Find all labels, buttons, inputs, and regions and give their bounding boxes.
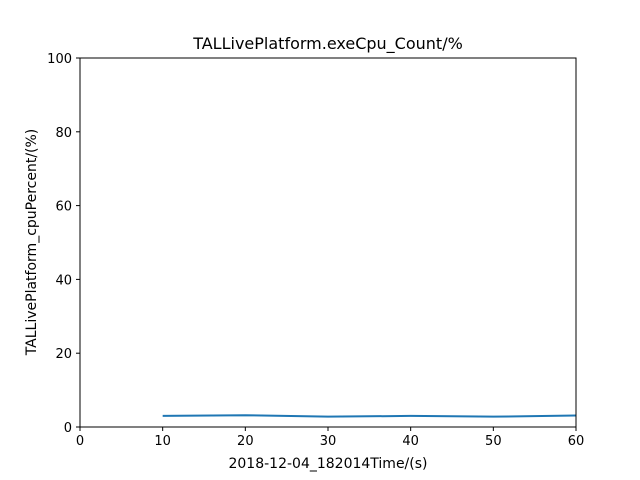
y-tick-label: 0 — [64, 421, 72, 436]
series-layer — [162, 414, 577, 418]
y-axis-label: TALLivePlatform_cpuPercent/(%) — [24, 129, 40, 357]
y-tick-label: 20 — [55, 347, 72, 362]
x-tick-label: 50 — [485, 434, 502, 449]
y-tick-label: 80 — [55, 126, 72, 141]
x-tick-label: 40 — [402, 434, 419, 449]
plot-frame — [79, 57, 577, 428]
x-axis-label: 2018-12-04_182014Time/(s) — [228, 456, 427, 472]
ticks-layer: 0 10 20 30 40 50 60 0 20 40 60 80 100 — [47, 52, 584, 449]
y-tick-label: 100 — [47, 52, 72, 67]
series-line — [162, 414, 577, 418]
y-tick-label: 40 — [55, 273, 72, 288]
y-tick-label: 60 — [55, 200, 72, 215]
x-tick-label: 0 — [76, 434, 84, 449]
plot-area — [80, 58, 576, 427]
x-tick-label: 30 — [320, 434, 337, 449]
x-tick-label: 60 — [568, 434, 585, 449]
x-tick-label: 10 — [154, 434, 171, 449]
chart-title: TALLivePlatform.exeCpu_Count/% — [192, 34, 463, 54]
x-tick-label: 20 — [237, 434, 254, 449]
